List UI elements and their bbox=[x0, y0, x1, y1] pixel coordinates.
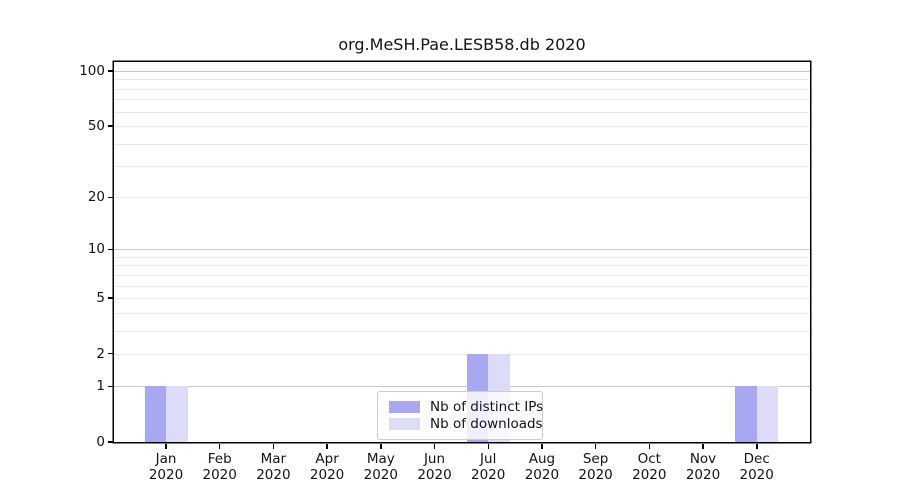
legend: Nb of distinct IPs Nb of downloads bbox=[377, 391, 543, 440]
legend-item-downloads: Nb of downloads bbox=[378, 415, 543, 432]
gridline-major-1 bbox=[114, 386, 810, 388]
x-tick-label-sep-2020: Sep 2020 bbox=[551, 451, 641, 483]
y-tick-1 bbox=[107, 385, 113, 387]
x-tick-label-oct-2020: Oct 2020 bbox=[604, 451, 694, 483]
x-tick-may-2020 bbox=[380, 443, 382, 449]
x-tick-month: Mar bbox=[260, 451, 287, 467]
x-tick-month: Dec bbox=[743, 451, 770, 467]
gridline-minor-8 bbox=[114, 265, 810, 267]
x-tick-year: 2020 bbox=[632, 467, 667, 483]
x-tick-label-may-2020: May 2020 bbox=[336, 451, 426, 483]
gridline-major-100 bbox=[114, 71, 810, 72]
x-tick-oct-2020 bbox=[648, 443, 650, 449]
gridline-minor-50 bbox=[114, 125, 810, 127]
y-tick-label-1: 1 bbox=[96, 378, 105, 395]
x-tick-jan-2020 bbox=[165, 443, 167, 449]
gridline-minor-70 bbox=[114, 99, 810, 101]
y-tick-label-20: 20 bbox=[87, 189, 105, 206]
bar-distinct-ips-jan-2020 bbox=[144, 386, 166, 442]
legend-label-downloads: Nb of downloads bbox=[430, 415, 543, 432]
x-tick-nov-2020 bbox=[702, 443, 704, 449]
x-tick-month: Apr bbox=[315, 451, 339, 467]
gridline-minor-9 bbox=[114, 256, 810, 258]
bar-downloads-jan-2020 bbox=[166, 386, 188, 442]
y-tick-5 bbox=[107, 297, 113, 299]
y-tick-2 bbox=[107, 352, 113, 355]
y-tick-label-0: 0 bbox=[96, 434, 105, 450]
x-tick-dec-2020 bbox=[756, 443, 758, 449]
y-tick-label-2: 2 bbox=[96, 345, 105, 362]
plot-area: Nb of distinct IPs Nb of downloads bbox=[114, 62, 810, 442]
x-tick-sep-2020 bbox=[594, 443, 597, 449]
x-tick-year: 2020 bbox=[148, 467, 184, 483]
gridline-minor-20 bbox=[114, 197, 810, 199]
x-tick-year: 2020 bbox=[363, 467, 398, 483]
x-tick-month: Jun bbox=[423, 451, 446, 467]
gridline-minor-2 bbox=[114, 353, 810, 355]
x-tick-label-nov-2020: Nov 2020 bbox=[658, 451, 748, 483]
legend-label-distinct-ips: Nb of distinct IPs bbox=[430, 398, 544, 415]
y-tick-0 bbox=[107, 441, 113, 443]
gridline-minor-30 bbox=[114, 166, 810, 167]
legend-swatch-downloads bbox=[389, 417, 420, 430]
legend-item-distinct-ips: Nb of distinct IPs bbox=[378, 398, 544, 415]
grid-layer bbox=[114, 62, 810, 442]
x-tick-month: Jan bbox=[155, 451, 177, 467]
gridline-minor-5 bbox=[114, 298, 810, 299]
gridline-minor-6 bbox=[114, 285, 810, 287]
x-tick-label-mar-2020: Mar 2020 bbox=[228, 451, 318, 483]
y-tick-20 bbox=[107, 196, 113, 198]
y-tick-label-100: 100 bbox=[79, 63, 105, 79]
y-tick-label-5: 5 bbox=[96, 290, 105, 306]
x-tick-year: 2020 bbox=[471, 467, 506, 483]
x-tick-label-apr-2020: Apr 2020 bbox=[282, 451, 372, 483]
y-tick-10 bbox=[107, 248, 113, 250]
x-tick-month: Sep bbox=[582, 451, 609, 467]
x-tick-label-feb-2020: Feb 2020 bbox=[175, 451, 265, 483]
y-tick-label-10: 10 bbox=[87, 241, 105, 258]
gridline-minor-4 bbox=[114, 312, 810, 314]
chart-title: org.MeSH.Pae.LESB58.db 2020 bbox=[338, 35, 586, 54]
x-tick-year: 2020 bbox=[739, 467, 774, 483]
x-tick-year: 2020 bbox=[256, 467, 291, 483]
bars-layer bbox=[114, 62, 810, 442]
x-tick-month: Nov bbox=[689, 451, 717, 467]
y-tick-label-50: 50 bbox=[87, 117, 105, 134]
gridline-minor-3 bbox=[114, 330, 810, 332]
x-tick-month: May bbox=[366, 451, 395, 467]
x-tick-year: 2020 bbox=[309, 467, 345, 483]
y-tick-50 bbox=[107, 125, 113, 127]
x-tick-label-aug-2020: Aug 2020 bbox=[497, 451, 587, 483]
x-tick-mar-2020 bbox=[272, 443, 275, 449]
gridline-minor-80 bbox=[114, 88, 810, 90]
x-tick-year: 2020 bbox=[202, 467, 237, 483]
x-tick-month: Oct bbox=[637, 451, 661, 467]
x-tick-label-jun-2020: Jun 2020 bbox=[390, 451, 480, 483]
x-tick-label-jan-2020: Jan 2020 bbox=[121, 451, 211, 483]
x-tick-month: Feb bbox=[207, 451, 232, 467]
x-tick-aug-2020 bbox=[541, 443, 543, 449]
x-tick-jul-2020 bbox=[487, 443, 489, 449]
x-tick-year: 2020 bbox=[417, 467, 452, 483]
x-tick-label-dec-2020: Dec 2020 bbox=[712, 451, 802, 483]
x-tick-month: Aug bbox=[528, 451, 556, 467]
x-tick-apr-2020 bbox=[326, 443, 328, 449]
x-tick-month: Jul bbox=[480, 451, 497, 467]
y-tick-100 bbox=[107, 70, 113, 72]
gridline-minor-40 bbox=[114, 143, 810, 145]
x-tick-year: 2020 bbox=[578, 467, 613, 483]
x-tick-jun-2020 bbox=[433, 443, 436, 449]
x-tick-feb-2020 bbox=[218, 443, 221, 449]
gridline-minor-90 bbox=[114, 79, 810, 81]
gridline-minor-60 bbox=[114, 111, 810, 113]
x-tick-label-jul-2020: Jul 2020 bbox=[443, 451, 533, 483]
gridline-major-10 bbox=[114, 249, 810, 251]
x-tick-year: 2020 bbox=[524, 467, 560, 483]
bar-downloads-dec-2020 bbox=[756, 386, 779, 442]
legend-swatch-distinct-ips bbox=[389, 400, 420, 413]
gridline-minor-7 bbox=[114, 274, 810, 276]
x-tick-year: 2020 bbox=[685, 467, 721, 483]
bar-distinct-ips-dec-2020 bbox=[735, 386, 757, 442]
